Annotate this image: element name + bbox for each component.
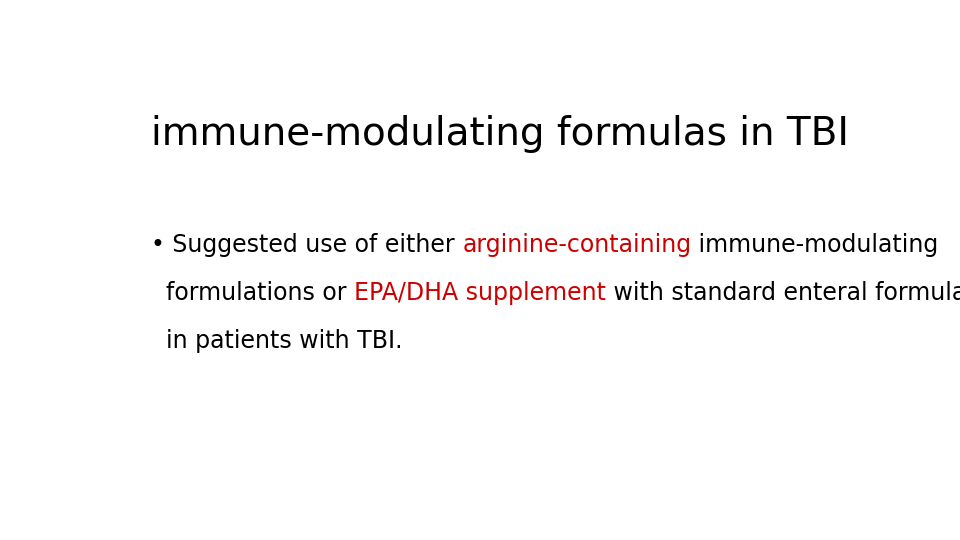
Text: arginine-containing: arginine-containing <box>463 233 691 257</box>
Text: in patients with TBI.: in patients with TBI. <box>152 329 403 353</box>
Text: EPA/DHA supplement: EPA/DHA supplement <box>354 281 607 305</box>
Text: immune-modulating formulas in TBI: immune-modulating formulas in TBI <box>152 114 850 153</box>
Text: with standard enteral formula: with standard enteral formula <box>607 281 960 305</box>
Text: formulations or: formulations or <box>152 281 354 305</box>
Text: immune-modulating: immune-modulating <box>691 233 939 257</box>
Text: • Suggested use of either: • Suggested use of either <box>152 233 463 257</box>
